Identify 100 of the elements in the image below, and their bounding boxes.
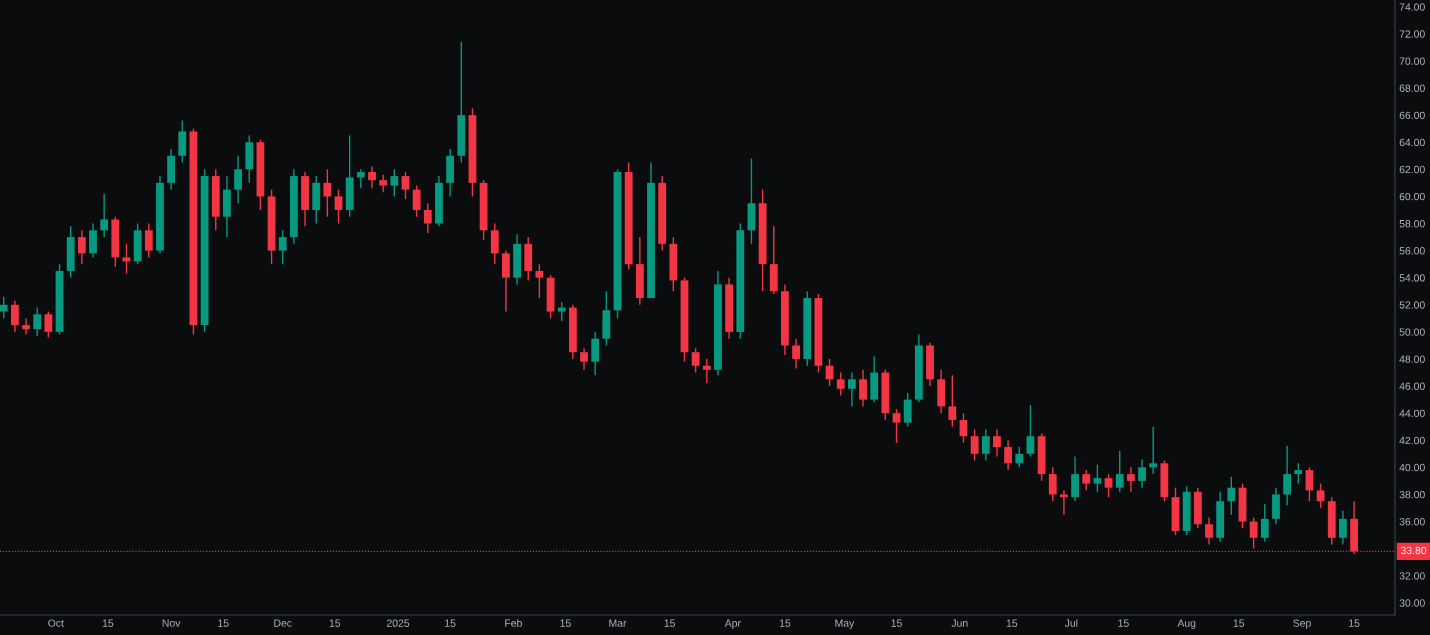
candlestick	[1004, 439, 1013, 471]
candlestick	[33, 306, 42, 337]
y-tick-label: 60.00	[1399, 192, 1425, 201]
x-tick-label: 15	[102, 619, 114, 627]
x-tick-label: Jun	[951, 619, 968, 627]
x-tick-label: Jul	[1064, 619, 1078, 627]
candlestick	[10, 300, 19, 333]
y-tick-label: 72.00	[1399, 30, 1425, 38]
y-tick-label: 32.00	[1399, 572, 1425, 580]
x-tick-label: 15	[1006, 619, 1018, 627]
candlestick	[278, 229, 287, 265]
candlestick	[89, 222, 97, 259]
candlestick	[22, 317, 30, 336]
candlestick	[144, 222, 153, 259]
y-tick-label: 70.00	[1399, 57, 1425, 65]
candlestick	[1227, 476, 1236, 516]
candlestick	[1082, 469, 1091, 492]
candlestick	[100, 193, 109, 238]
candlestick	[970, 428, 979, 462]
candlestick	[1060, 489, 1068, 516]
candlestick	[591, 331, 600, 376]
candlestick	[490, 222, 499, 265]
y-tick-label: 42.00	[1399, 436, 1425, 445]
candlestick	[1115, 450, 1124, 493]
candlestick	[1071, 455, 1079, 502]
candlestick	[580, 347, 588, 371]
y-tick-label: 54.00	[1399, 274, 1425, 282]
x-tick-label: 15	[218, 619, 229, 627]
candlestick	[1104, 473, 1113, 498]
x-tick-label: Apr	[724, 619, 741, 629]
candlestick	[1249, 516, 1258, 550]
y-tick-label: 38.00	[1399, 490, 1425, 499]
candlestick	[1283, 444, 1292, 506]
candlestick	[0, 295, 8, 320]
candlestick	[1138, 458, 1146, 489]
candlestick	[948, 374, 957, 428]
candlestick	[557, 301, 566, 322]
candlestick	[1015, 446, 1024, 469]
candlestick	[859, 369, 867, 408]
candlestick	[1205, 516, 1213, 546]
y-tick-label: 64.00	[1399, 138, 1425, 147]
candlestick	[836, 371, 845, 397]
x-tick-label: May	[835, 619, 855, 629]
x-tick-label: 15	[329, 619, 341, 627]
candlestick	[1048, 466, 1057, 502]
candlestick	[390, 168, 399, 198]
candlestick	[1126, 466, 1135, 493]
x-tick-label: 15	[1118, 619, 1129, 627]
candlestick	[702, 358, 711, 385]
candlestick	[1260, 503, 1269, 543]
x-tick-label: 15	[1349, 619, 1360, 627]
x-tick-label: Mar	[609, 619, 627, 627]
candlestick	[334, 188, 343, 225]
x-tick-label: Dec	[274, 619, 292, 627]
y-tick-label: 58.00	[1399, 220, 1425, 228]
y-tick-label: 50.00	[1399, 328, 1425, 336]
x-tick-label: 15	[1233, 619, 1245, 627]
candlestick	[892, 408, 901, 444]
y-tick-label: 46.00	[1399, 382, 1425, 390]
candlestick	[234, 155, 242, 204]
x-tick-label: 15	[445, 619, 456, 627]
candlestick	[77, 229, 86, 265]
candlestick	[903, 392, 912, 428]
candlestick	[1294, 462, 1303, 485]
x-tick-label: Feb	[505, 619, 522, 627]
candlestick	[1339, 509, 1347, 546]
candlestick	[379, 174, 388, 194]
x-tick-label: 15	[664, 619, 675, 627]
candlestick	[981, 428, 990, 462]
x-tick-label: Sep	[1293, 619, 1311, 629]
candlestick	[401, 171, 410, 200]
candlestick	[356, 168, 365, 189]
y-tick-label: 44.00	[1399, 409, 1425, 418]
x-tick-label: Nov	[162, 619, 181, 627]
x-tick-label: 15	[560, 619, 571, 627]
candlestick	[323, 168, 332, 218]
y-tick-label: 74.00	[1399, 3, 1425, 11]
candlestick	[691, 347, 700, 374]
candlestick	[792, 337, 800, 370]
candlestick	[1149, 426, 1158, 475]
y-tick-label: 66.00	[1399, 111, 1425, 120]
x-tick-label: 2025	[386, 619, 410, 627]
candlestick	[412, 184, 421, 218]
x-tick-label: 15	[891, 619, 902, 627]
candlestick	[368, 165, 376, 189]
candlestick	[535, 263, 544, 299]
y-tick-label: 36.00	[1399, 518, 1425, 526]
ref-line-label: 33.80	[1400, 546, 1427, 555]
y-tick-label: 56.00	[1399, 247, 1425, 255]
y-tick-label: 62.00	[1399, 165, 1425, 174]
candlestick	[423, 202, 432, 234]
y-tick-label: 40.00	[1399, 463, 1425, 472]
y-tick-label: 30.00	[1399, 599, 1425, 607]
x-tick-label: Oct	[48, 619, 64, 627]
candlestick	[847, 371, 856, 408]
x-tick-label: Aug	[1177, 619, 1196, 629]
candlestick	[993, 428, 1001, 458]
candlestick	[44, 310, 53, 338]
y-tick-label: 68.00	[1399, 84, 1425, 92]
candlestick	[1093, 463, 1102, 493]
